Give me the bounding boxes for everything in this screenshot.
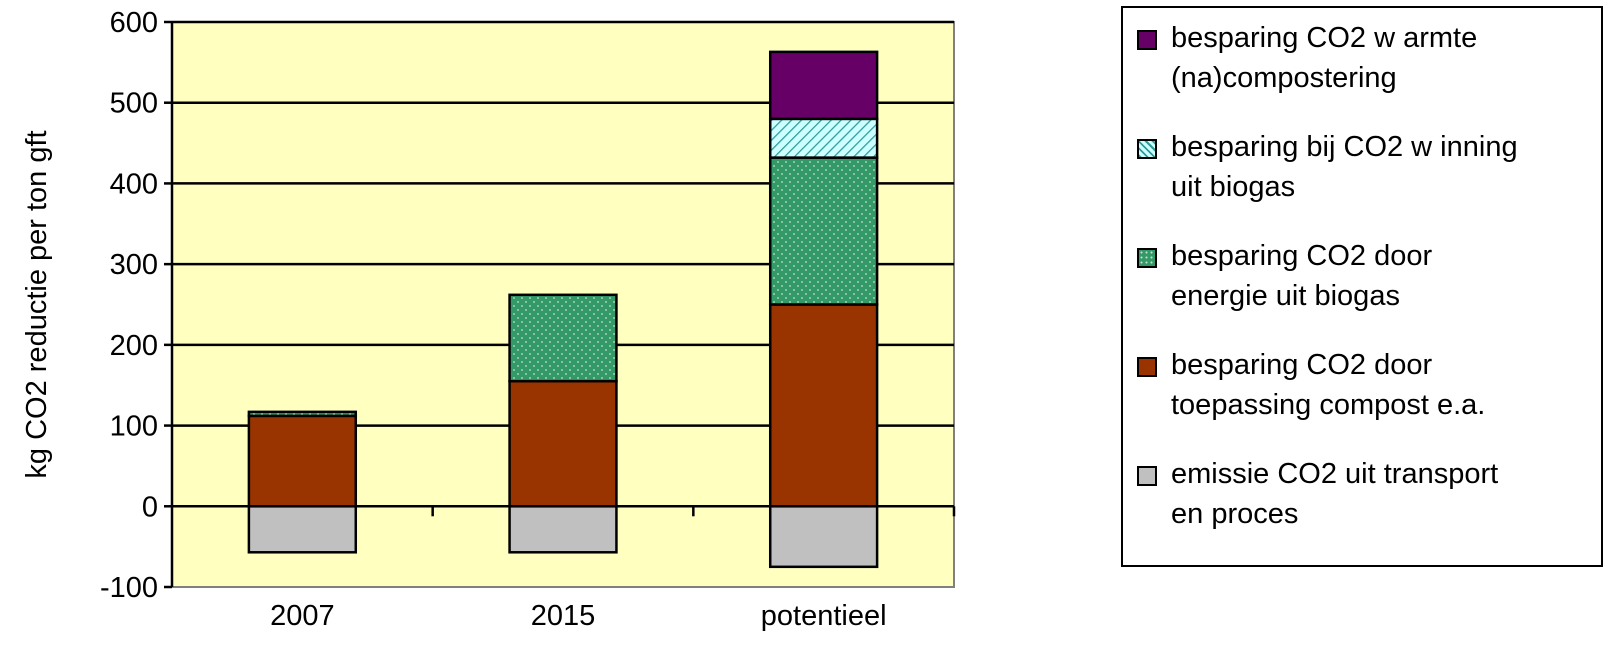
legend-label: emissie CO2 uit transport en proces [1171,458,1499,530]
legend-label: besparing CO2 w armte (na)compostering [1171,22,1478,94]
legend-item: besparing CO2 door energie uit biogas [1137,236,1597,318]
bar-segment [768,505,879,569]
bar-segment [508,293,618,383]
legend-label: besparing CO2 door toepassing compost e.a… [1171,349,1486,421]
legend-label: besparing bij CO2 w inning uit biogas [1171,131,1518,203]
legend: besparing CO2 w armte (na)compostering bes… [1121,6,1603,567]
bar-segment [768,50,879,121]
y-tick-label: 500 [110,88,158,120]
y-axis-title: kg CO2 reductie per ton gft [21,130,53,478]
legend-swatch [1137,139,1157,159]
stacked-bar-chart: -100 0 100 200 300 400 500 600 2007 2015 potentie… [21,7,956,632]
legend-swatch [1137,466,1157,486]
bar-segment [508,379,618,508]
x-tick-labels: 2007 2015 potentieel [270,600,886,632]
y-tick-label: 400 [110,168,158,200]
bar-segment [768,117,879,159]
legend-item: emissie CO2 uit transport en proces [1137,454,1597,536]
legend-swatch [1137,357,1157,377]
bars [247,50,879,569]
legend-swatch [1137,30,1157,50]
axes [164,20,956,589]
y-tick-label: 0 [142,491,158,523]
legend-item: besparing CO2 door toepassing compost e.a… [1137,345,1597,427]
bar-segment [247,410,358,418]
bar-segment [247,414,358,508]
legend-item: besparing CO2 w armte (na)compostering [1137,18,1597,100]
bar-segment [768,156,879,306]
x-tick-label: 2007 [270,600,335,632]
y-tick-label: 300 [110,249,158,281]
x-tick-label: potentieel [761,600,887,632]
legend-item: besparing bij CO2 w inning uit biogas [1137,127,1597,209]
bar-segment [508,505,618,554]
x-tick-label: 2015 [531,600,596,632]
y-tick-label: -100 [100,572,158,604]
bar-segment [768,303,879,508]
y-tick-labels: -100 0 100 200 300 400 500 600 [100,7,158,604]
y-tick-label: 600 [110,7,158,39]
y-tick-label: 100 [110,411,158,443]
legend-label: besparing CO2 door energie uit biogas [1171,240,1433,312]
legend-swatch [1137,248,1157,268]
y-tick-label: 200 [110,330,158,362]
bar-segment [247,505,358,554]
